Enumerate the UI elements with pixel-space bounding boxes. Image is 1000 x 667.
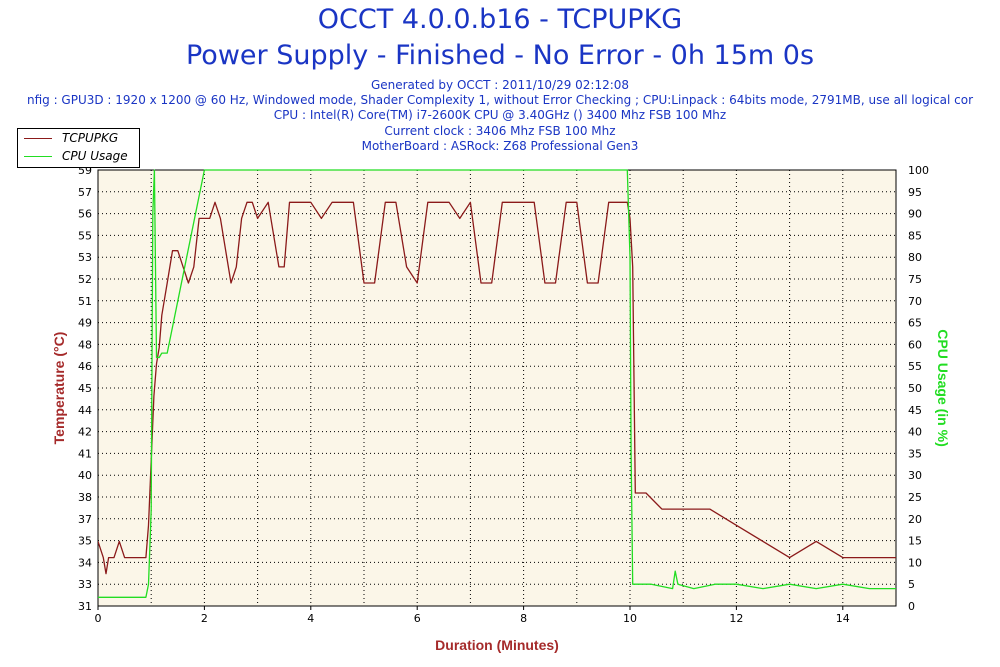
y-left-tick-label: 38 xyxy=(78,491,92,504)
series-line-cpu-usage xyxy=(98,169,896,598)
info-generated: Generated by OCCT : 2011/10/29 02:12:08 xyxy=(370,78,630,92)
info-clock: Current clock : 3406 Mhz FSB 100 Mhz xyxy=(384,124,616,138)
series-line-temperature xyxy=(98,201,896,575)
chart-legend: TCPUPKG CPU Usage xyxy=(17,128,140,168)
chart-title: OCCT 4.0.0.b16 - TCPUPKG xyxy=(317,4,683,35)
y-left-tick-label: 41 xyxy=(78,447,92,460)
y-left-tick-label: 37 xyxy=(78,513,92,526)
y-left-tick-label: 57 xyxy=(78,186,92,199)
y-left-tick-label: 35 xyxy=(78,535,92,548)
y-left-tick-label: 42 xyxy=(78,426,92,439)
y-right-tick-label: 5 xyxy=(908,578,915,591)
legend-item-temperature: TCPUPKG xyxy=(24,130,118,146)
info-motherboard: MotherBoard : ASRock: Z68 Professional G… xyxy=(361,139,639,153)
x-tick-label: 6 xyxy=(414,612,421,625)
legend-label-cpu-usage: CPU Usage xyxy=(62,149,128,163)
y-left-tick-label: 48 xyxy=(78,338,92,351)
y-left-tick-label: 55 xyxy=(78,229,92,242)
y-right-tick-label: 85 xyxy=(908,229,922,242)
y-left-tick-label: 31 xyxy=(78,600,92,613)
y-left-tick-label: 49 xyxy=(78,317,92,330)
x-tick-label: 14 xyxy=(836,612,850,625)
y-right-tick-label: 95 xyxy=(908,186,922,199)
y-right-tick-label: 90 xyxy=(908,208,922,221)
y-right-tick-label: 75 xyxy=(908,273,922,286)
y-left-axis-title: Temperature (°C) xyxy=(51,332,67,445)
y-right-tick-label: 25 xyxy=(908,491,922,504)
y-left-tick-label: 52 xyxy=(78,273,92,286)
y-left-tick-label: 53 xyxy=(78,251,92,264)
legend-item-cpu-usage: CPU Usage xyxy=(24,148,128,164)
y-right-tick-label: 65 xyxy=(908,317,922,330)
y-left-tick-label: 51 xyxy=(78,295,92,308)
legend-swatch-cpu-usage xyxy=(24,155,52,157)
x-tick-label: 10 xyxy=(623,612,637,625)
x-tick-label: 12 xyxy=(729,612,743,625)
y-right-tick-label: 10 xyxy=(908,556,922,569)
y-left-tick-label: 33 xyxy=(78,578,92,591)
x-tick-label: 0 xyxy=(95,612,102,625)
legend-label-temperature: TCPUPKG xyxy=(62,131,119,145)
y-right-tick-label: 30 xyxy=(908,469,922,482)
info-cpu: CPU : Intel(R) Core(TM) i7-2600K CPU @ 3… xyxy=(273,108,727,122)
x-tick-label: 4 xyxy=(307,612,314,625)
y-left-tick-label: 34 xyxy=(78,556,92,569)
info-config: nfig : GPU3D : 1920 x 1200 @ 60 Hz, Wind… xyxy=(26,93,974,107)
x-axis-title: Duration (Minutes) xyxy=(435,637,559,653)
y-right-tick-label: 100 xyxy=(908,164,929,177)
y-right-tick-label: 0 xyxy=(908,600,915,613)
y-right-tick-label: 55 xyxy=(908,360,922,373)
y-right-tick-label: 80 xyxy=(908,251,922,264)
y-right-axis-title: CPU Usage (in %) xyxy=(935,329,951,446)
y-left-tick-label: 45 xyxy=(78,382,92,395)
y-left-tick-label: 46 xyxy=(78,360,92,373)
y-right-tick-label: 50 xyxy=(908,382,922,395)
y-right-tick-label: 40 xyxy=(908,426,922,439)
y-right-tick-label: 45 xyxy=(908,404,922,417)
y-left-tick-label: 56 xyxy=(78,208,92,221)
plot-area xyxy=(98,170,896,606)
legend-swatch-temperature xyxy=(24,137,52,139)
x-tick-label: 2 xyxy=(201,612,208,625)
chart-subtitle: Power Supply - Finished - No Error - 0h … xyxy=(185,40,815,71)
y-left-tick-label: 44 xyxy=(78,404,92,417)
y-right-tick-label: 15 xyxy=(908,535,922,548)
y-right-tick-label: 35 xyxy=(908,447,922,460)
x-tick-label: 8 xyxy=(520,612,527,625)
y-right-tick-label: 60 xyxy=(908,338,922,351)
y-right-tick-label: 20 xyxy=(908,513,922,526)
y-left-tick-label: 40 xyxy=(78,469,92,482)
y-right-tick-label: 70 xyxy=(908,295,922,308)
